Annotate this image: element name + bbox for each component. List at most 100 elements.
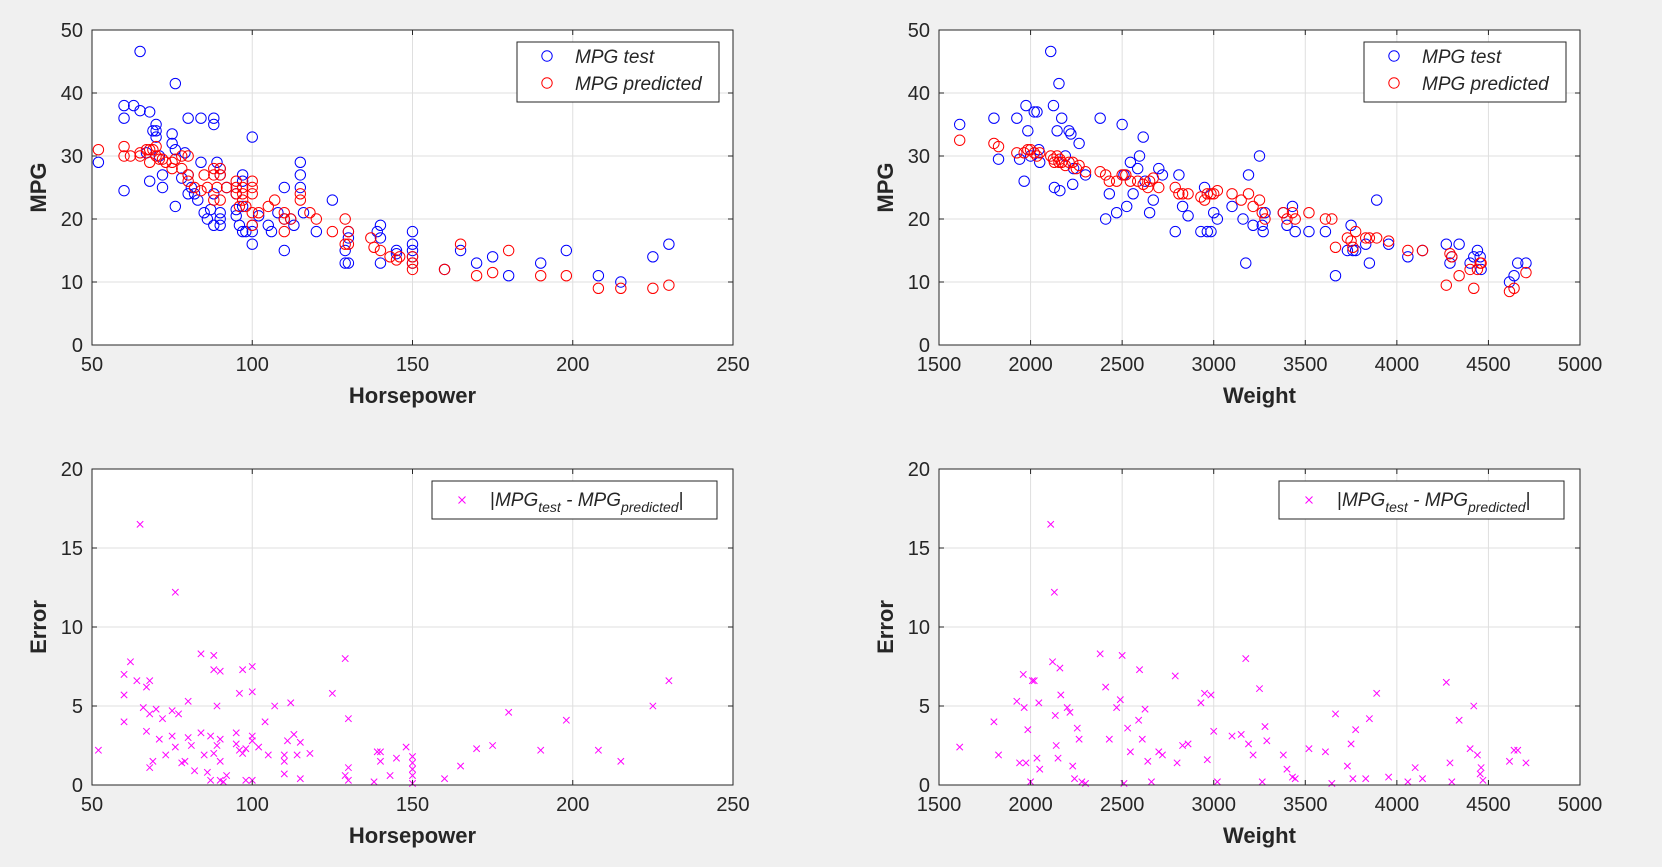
data-point-x-marker	[306, 749, 314, 757]
data-point-circle	[1048, 156, 1061, 169]
data-point-circle	[92, 144, 105, 156]
data-point-x-marker	[373, 748, 381, 756]
data-point-circle	[326, 194, 339, 206]
data-point-x-marker	[1138, 735, 1146, 743]
data-point-circle	[1471, 244, 1484, 257]
data-point-x-marker	[1047, 520, 1055, 528]
data-point-x-marker	[1066, 708, 1074, 716]
data-point-circle	[1256, 219, 1268, 232]
data-point-circle	[92, 156, 105, 169]
data-point-x-marker	[1063, 704, 1071, 712]
data-point-circle	[166, 137, 178, 150]
legend-label: |MPGtest - MPGpredicted|	[490, 490, 684, 515]
data-point-circle	[342, 257, 355, 269]
data-point-circle	[390, 254, 403, 266]
y-tick-label: 20	[61, 459, 83, 481]
data-point-circle	[406, 251, 419, 263]
data-point-circle	[647, 251, 659, 263]
data-point-circle	[143, 106, 156, 118]
data-point-circle	[1056, 156, 1068, 169]
data-point-circle	[118, 184, 130, 197]
data-point-x-marker	[402, 743, 410, 751]
data-point-x-marker	[280, 770, 288, 778]
legend: |MPGtest - MPGpredicted|	[431, 480, 718, 520]
chart-mpg-vs-horsepower: 50 100 150 200 250 0 10 20 30 40 50 Horsepower MPG MP…	[26, 20, 750, 408]
data-point-circle	[1475, 257, 1487, 269]
data-point-circle	[176, 150, 188, 162]
data-point-circle	[1143, 207, 1156, 219]
x-tick-label: 50	[81, 354, 103, 376]
data-point-circle	[1453, 270, 1465, 282]
data-point-circle	[195, 156, 207, 169]
data-point-x-marker	[1096, 650, 1104, 658]
data-point-circle	[406, 225, 419, 238]
data-point-circle	[339, 213, 351, 225]
data-point-circle	[1474, 251, 1486, 263]
data-point-x-marker	[1283, 765, 1291, 773]
data-point-x-marker	[1028, 677, 1036, 685]
data-point-circle	[1051, 125, 1063, 137]
data-point-x-marker	[457, 762, 465, 770]
x-tick-label: 2500	[1100, 354, 1145, 376]
data-point-circle	[1208, 207, 1220, 219]
data-point-circle	[1363, 232, 1376, 244]
data-point-x-marker	[1173, 759, 1181, 767]
y-tick-label: 15	[908, 538, 930, 560]
data-point-x-marker	[1505, 757, 1514, 765]
data-point-x-marker	[146, 764, 154, 772]
x-axis-label: Weight	[1223, 823, 1297, 848]
data-point-circle	[988, 112, 1000, 124]
data-point-circle	[150, 131, 162, 143]
data-point-circle	[230, 181, 242, 194]
data-point-x-marker	[1144, 757, 1152, 765]
data-point-circle	[502, 270, 515, 282]
data-point-circle	[1103, 175, 1116, 187]
data-point-circle	[470, 270, 483, 282]
data-point-circle	[1237, 213, 1249, 225]
data-point-circle	[1013, 153, 1026, 165]
data-point-circle	[374, 244, 387, 257]
data-point-circle	[1143, 175, 1156, 187]
data-point-x-marker	[1261, 722, 1269, 731]
data-point-circle	[236, 188, 249, 200]
data-point-x-marker	[1244, 740, 1253, 748]
data-point-circle	[1094, 166, 1106, 178]
data-point-x-marker	[1070, 775, 1079, 783]
data-point-circle	[208, 118, 220, 131]
data-point-circle	[195, 184, 207, 197]
y-tick-label: 20	[61, 209, 83, 231]
data-point-x-marker	[1057, 691, 1065, 699]
data-point-circle	[1137, 131, 1149, 143]
data-point-x-marker	[223, 771, 231, 780]
data-point-circle	[1508, 282, 1520, 294]
data-point-circle	[179, 147, 191, 159]
data-point-circle	[390, 247, 403, 260]
data-point-x-marker	[1477, 764, 1485, 772]
data-point-x-marker	[1373, 689, 1381, 697]
data-point-circle	[214, 162, 226, 175]
y-tick-label: 40	[908, 83, 930, 105]
data-point-circle	[214, 207, 226, 219]
data-point-x-marker	[158, 715, 167, 723]
data-point-circle	[188, 188, 201, 200]
data-point-x-marker	[264, 751, 272, 759]
data-point-x-marker	[1343, 762, 1351, 770]
data-point-circle	[182, 112, 194, 124]
data-point-x-marker	[120, 718, 128, 726]
data-point-circle	[1056, 112, 1068, 124]
data-point-circle	[1120, 169, 1132, 181]
data-point-circle	[153, 153, 166, 165]
data-point-circle	[294, 188, 307, 200]
data-point-circle	[1079, 169, 1092, 181]
x-tick-label: 5000	[1558, 794, 1603, 816]
series-0	[94, 520, 673, 787]
data-point-x-marker	[617, 757, 625, 765]
data-point-circle	[1345, 235, 1357, 247]
data-point-circle	[1045, 45, 1057, 58]
data-point-x-marker	[1321, 748, 1329, 756]
data-point-x-marker	[370, 778, 378, 786]
data-point-x-marker	[1171, 672, 1179, 680]
data-point-x-marker	[142, 727, 151, 735]
data-point-circle	[1063, 125, 1075, 137]
x-tick-label: 3500	[1283, 794, 1328, 816]
